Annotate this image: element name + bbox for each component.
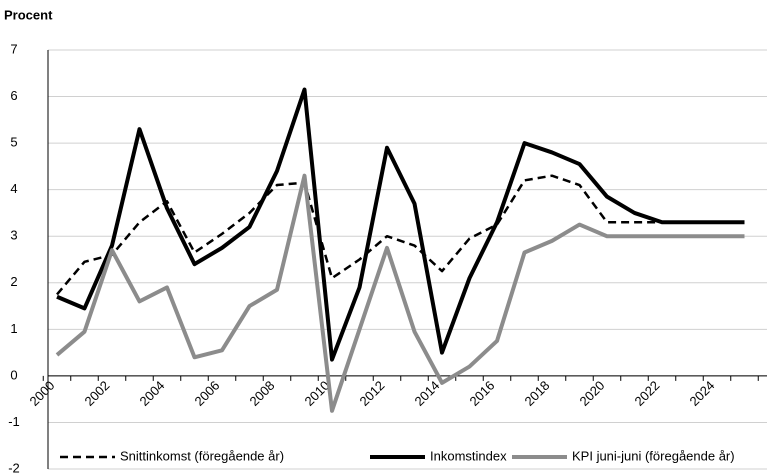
series-line <box>56 174 745 296</box>
legend-label: Snittinkomst (föregående år) <box>120 448 284 463</box>
x-tick-label: 2016 <box>466 378 497 409</box>
y-tick-label: 4 <box>10 181 17 196</box>
x-tick-label: 2000 <box>26 378 57 409</box>
x-tick-label: 2018 <box>521 378 552 409</box>
legend-label: KPI juni-juni (föregående år) <box>572 448 735 463</box>
y-tick-label: -2 <box>8 460 20 475</box>
y-tick-label: 7 <box>10 41 17 56</box>
y-tick-label: 1 <box>10 321 17 336</box>
x-tick-label: 2022 <box>631 378 662 409</box>
y-tick-label: -1 <box>8 414 20 429</box>
x-tick-label: 2014 <box>411 378 442 409</box>
x-tick-label: 2020 <box>576 378 607 409</box>
x-tick-label: 2012 <box>356 378 387 409</box>
legend: Snittinkomst (föregående år) Inkomstindex… <box>52 446 764 468</box>
y-axis-label: Procent <box>4 7 53 22</box>
y-tick-label: 0 <box>10 367 17 382</box>
x-tick-label: 2006 <box>191 378 222 409</box>
y-tick-label: 2 <box>10 274 17 289</box>
legend-label: Inkomstindex <box>430 448 507 463</box>
y-tick-label: 5 <box>10 135 17 150</box>
series-line <box>55 173 745 413</box>
x-tick-label: 2024 <box>686 378 717 409</box>
x-tick-label: 2002 <box>81 378 112 409</box>
y-tick-label: 6 <box>10 88 17 103</box>
y-tick-label: 3 <box>10 228 17 243</box>
x-tick-label: 2004 <box>136 378 167 409</box>
series-line <box>56 87 745 362</box>
x-tick-label: 2008 <box>246 378 277 409</box>
